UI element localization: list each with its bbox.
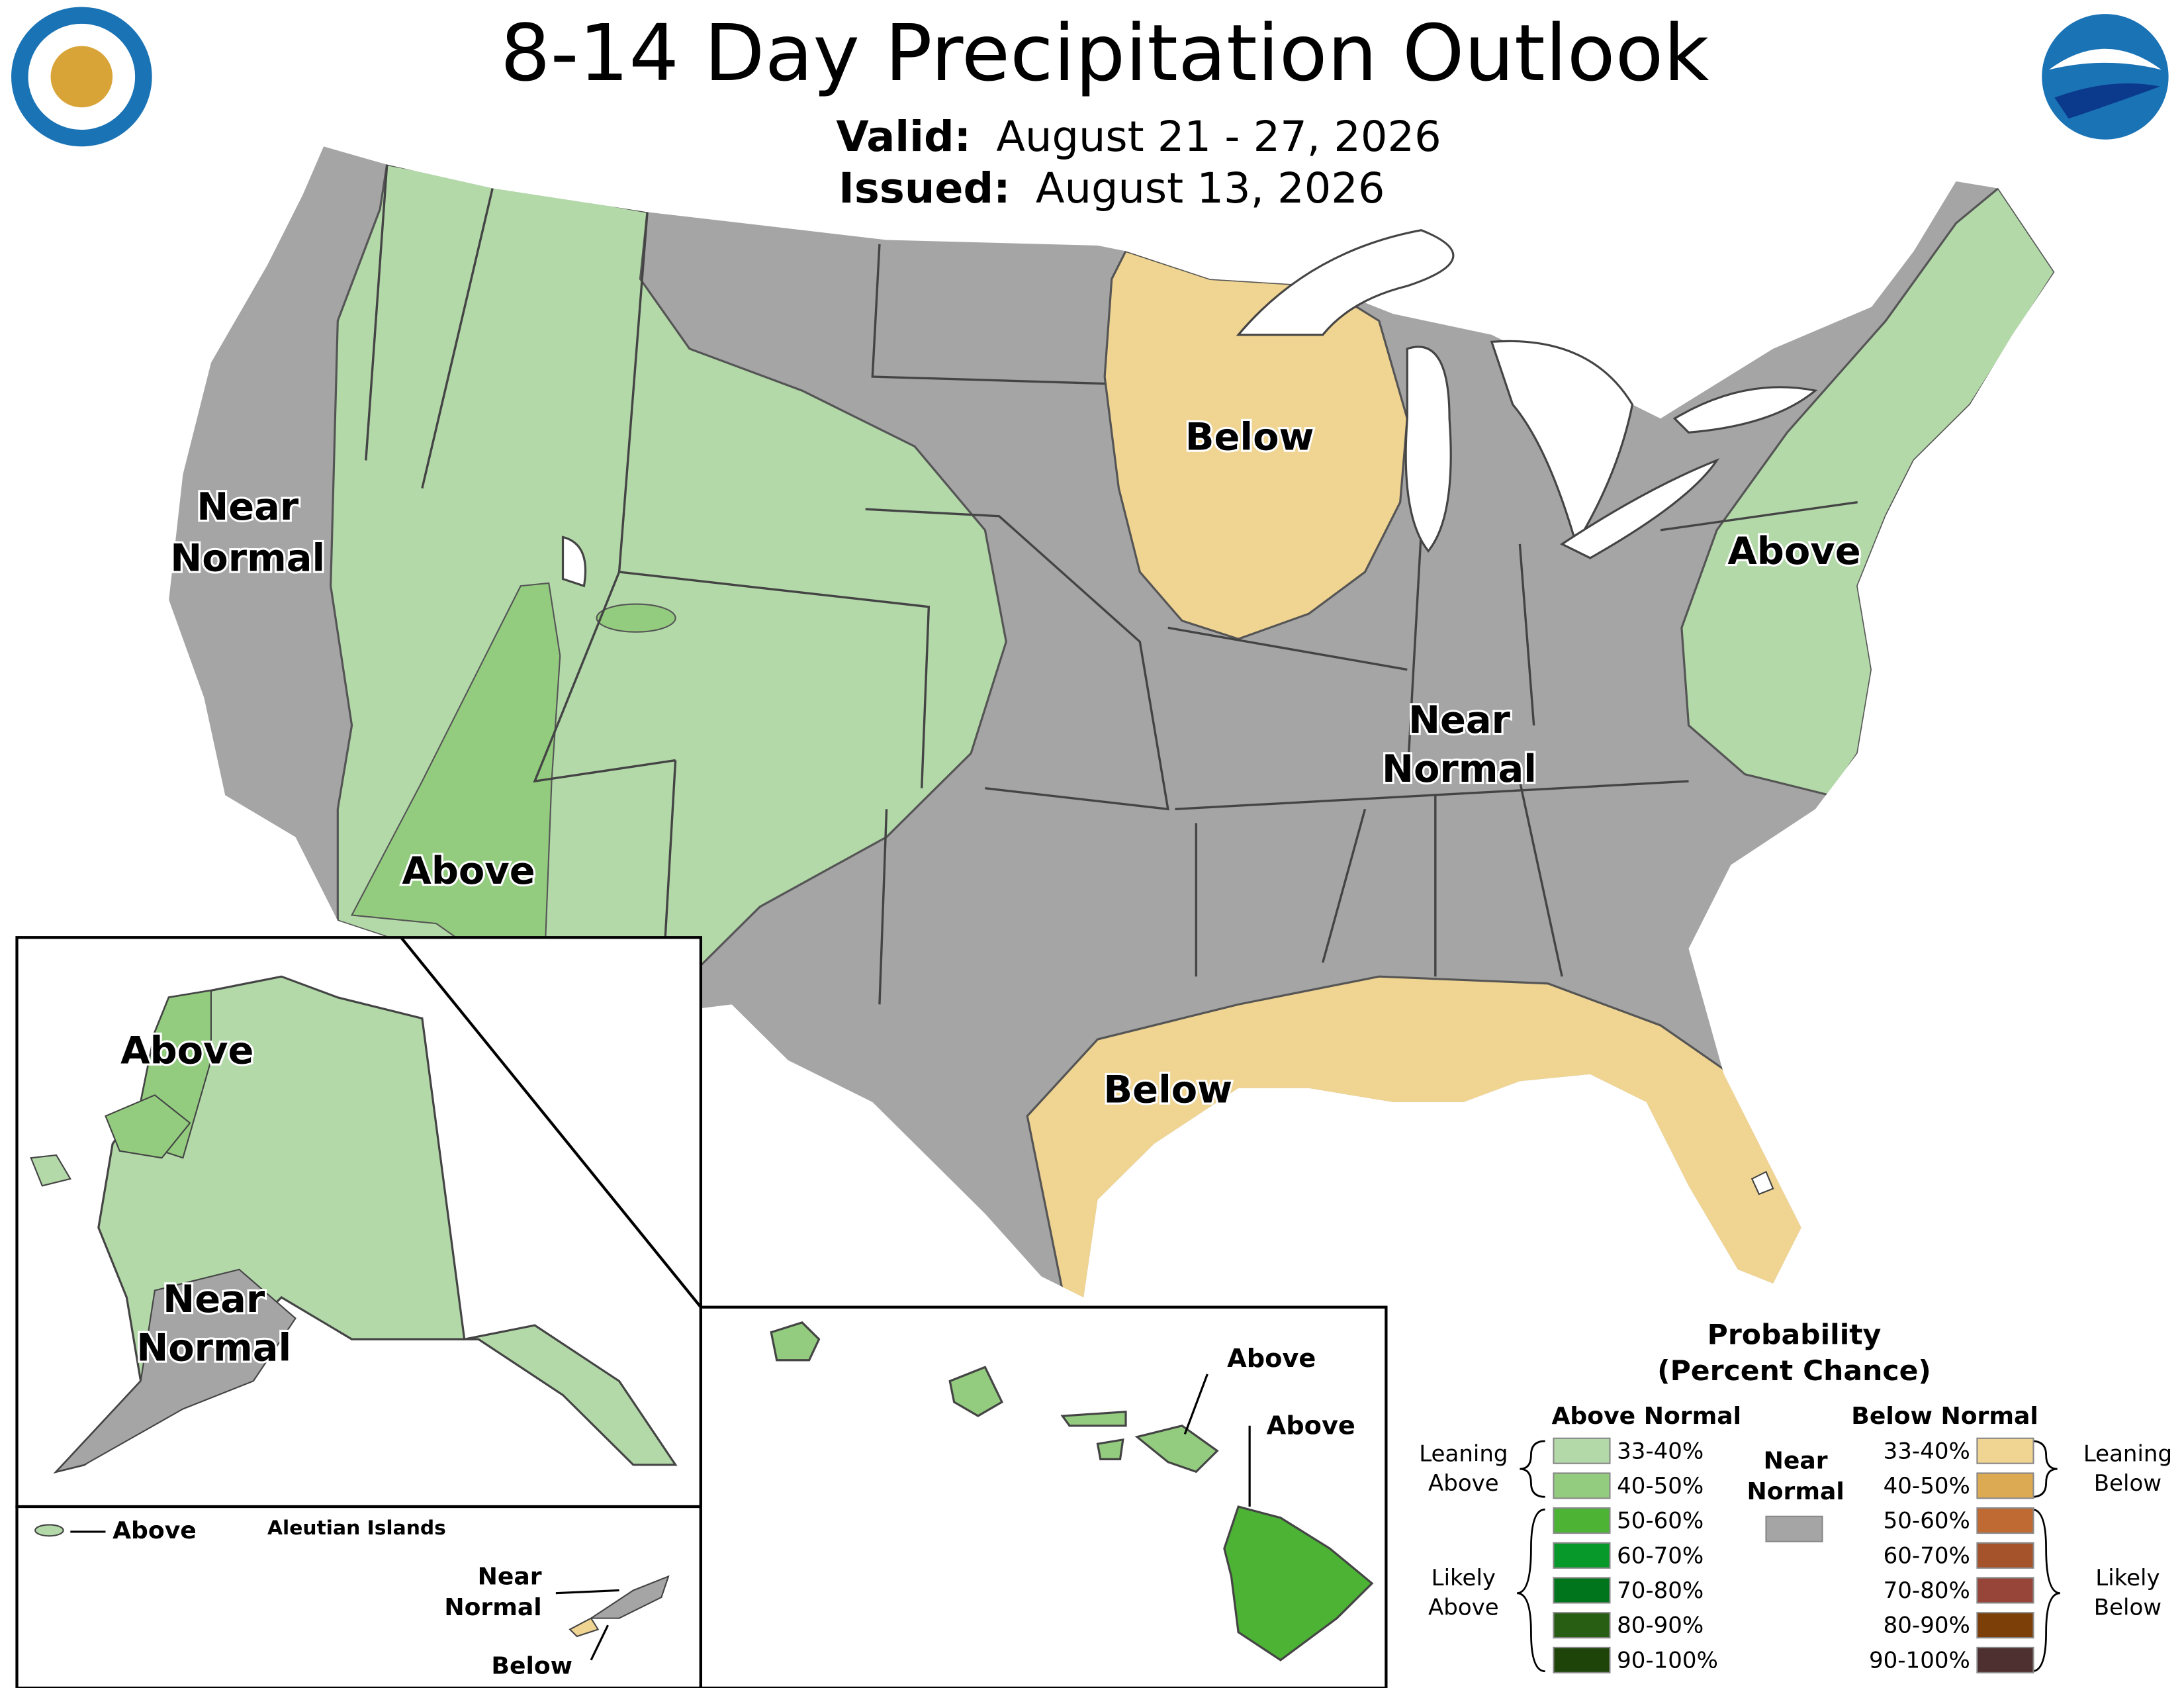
map-label: Above xyxy=(1727,530,1860,573)
legend-swatch xyxy=(1976,1577,2034,1604)
map-label: Above xyxy=(402,849,535,893)
legend-label: 50-60% xyxy=(1884,1508,1970,1534)
noaa-logo xyxy=(2042,14,2169,140)
legend-heading: Normal xyxy=(1747,1478,1844,1505)
map-label: Above xyxy=(1267,1411,1355,1440)
map-label: Above xyxy=(113,1517,197,1544)
legend-swatch xyxy=(1976,1542,2034,1569)
legend-swatch xyxy=(1976,1646,2034,1673)
legend-swatch xyxy=(1553,1542,1611,1569)
legend-heading: Above Normal xyxy=(1551,1403,1741,1430)
map-label: Normal xyxy=(136,1327,291,1370)
legend-group: Likely xyxy=(2095,1565,2160,1591)
map-label: Normal xyxy=(444,1594,541,1621)
inset-title: Aleutian Islands xyxy=(267,1516,446,1539)
legend-title: (Percent Chance) xyxy=(1657,1354,1931,1387)
legend-group: Below xyxy=(2094,1594,2161,1620)
above-area xyxy=(30,1154,71,1187)
legend-label: 33-40% xyxy=(1884,1438,1970,1464)
legend-label: 40-50% xyxy=(1617,1473,1704,1499)
legend-heading: Below Normal xyxy=(1851,1403,2038,1430)
legend-label: 80-90% xyxy=(1617,1613,1704,1638)
above-area-40 xyxy=(1134,1425,1219,1474)
legend-swatch xyxy=(1553,1507,1611,1534)
legend-brace xyxy=(1516,1440,2061,1673)
legend-group: Above xyxy=(1428,1594,1499,1620)
legend-swatch xyxy=(1553,1577,1611,1604)
legend-label: 50-60% xyxy=(1617,1508,1704,1534)
above-area-40 xyxy=(1096,1438,1124,1460)
above-area xyxy=(34,1524,64,1537)
legend-label: 90-100% xyxy=(1617,1648,1718,1673)
legend-swatch xyxy=(1765,1515,1823,1542)
below-area xyxy=(569,1617,600,1638)
legend-label: 70-80% xyxy=(1884,1577,1970,1603)
map-label: Below xyxy=(491,1652,572,1679)
legend-swatch xyxy=(1976,1472,2034,1499)
issued-date: August 13, 2026 xyxy=(1036,164,1385,212)
legend-label: 33-40% xyxy=(1617,1438,1704,1464)
alaska xyxy=(30,975,678,1474)
issued-label: Issued: xyxy=(839,164,1010,212)
legend-label: 90-100% xyxy=(1869,1648,1970,1673)
above-area-40 xyxy=(770,1321,821,1362)
map-label: Near xyxy=(163,1278,265,1321)
legend-swatch xyxy=(1553,1646,1611,1673)
state-borders xyxy=(365,164,1858,1005)
map-label: Above xyxy=(120,1029,253,1073)
legend-group: Below xyxy=(2094,1470,2161,1496)
map-label: Near xyxy=(478,1564,542,1591)
legend-label: 60-70% xyxy=(1617,1542,1704,1568)
legend-swatch xyxy=(1553,1437,1611,1464)
above-area-40 xyxy=(1060,1411,1127,1427)
map-label: Normal xyxy=(170,537,325,581)
map-label: Above xyxy=(1227,1344,1316,1373)
map-label: Below xyxy=(1185,416,1314,459)
legend-heading: Near xyxy=(1764,1448,1828,1475)
map-label: Below xyxy=(1103,1068,1232,1112)
legend: Probability (Percent Chance) Above Norma… xyxy=(1419,1319,2172,1673)
legend-swatch xyxy=(1553,1472,1611,1499)
legend-title: Probability xyxy=(1707,1319,1882,1351)
above-area-50 xyxy=(1223,1505,1374,1662)
map-label: Normal xyxy=(1382,747,1537,791)
legend-label: 80-90% xyxy=(1884,1613,1970,1638)
above-area-40 xyxy=(596,603,676,633)
above-area-40 xyxy=(105,1094,191,1159)
above-area-40 xyxy=(948,1366,1003,1417)
aleutian-inset xyxy=(15,1505,703,1688)
leader-lines xyxy=(70,1530,619,1661)
legend-group: Leaning xyxy=(2083,1441,2172,1467)
near-normal-area xyxy=(54,1268,296,1474)
lake-okeechobee xyxy=(1751,1170,1774,1196)
legend-swatch xyxy=(1976,1437,2034,1464)
leader-lines xyxy=(1183,1374,1251,1507)
hawaii xyxy=(770,1321,1374,1662)
legend-swatch xyxy=(1553,1612,1611,1639)
map-label: Near xyxy=(1408,698,1511,742)
legend-swatch xyxy=(1976,1612,2034,1639)
map-label: Near xyxy=(197,485,299,529)
legend-label: 40-50% xyxy=(1884,1473,1970,1499)
legend-group: Leaning xyxy=(1419,1441,1508,1467)
legend-group: Likely xyxy=(1432,1565,1496,1591)
inset-connector xyxy=(400,936,702,1308)
near-normal-area xyxy=(588,1575,670,1619)
legend-label: 70-80% xyxy=(1617,1577,1704,1603)
title: 8-14 Day Precipitation Outlook xyxy=(500,8,1709,99)
commerce-seal xyxy=(11,7,152,147)
legend-label: 60-70% xyxy=(1884,1542,1970,1568)
valid-label: Valid: xyxy=(836,113,971,162)
legend-group: Above xyxy=(1428,1470,1499,1496)
valid-dates: August 21 - 27, 2026 xyxy=(996,113,1441,162)
legend-swatch xyxy=(1976,1507,2034,1534)
great-lakes xyxy=(561,229,1818,588)
